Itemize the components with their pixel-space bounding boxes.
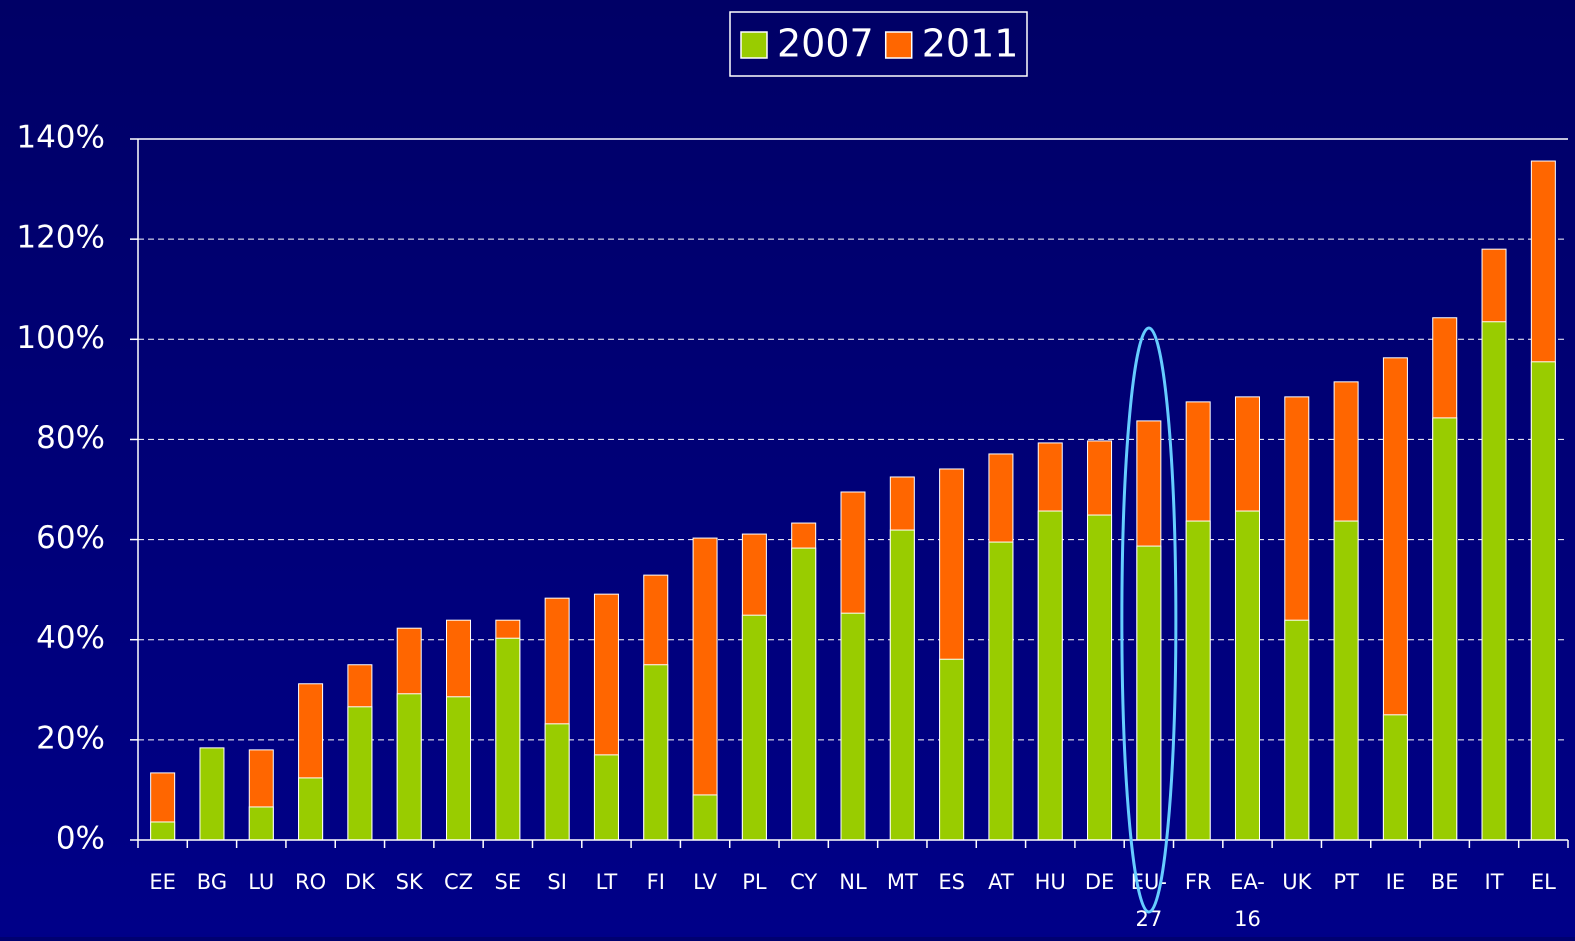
- y-tick-label: 100%: [16, 320, 105, 356]
- bar: [988, 541, 1014, 841]
- legend-label: 2011: [922, 22, 1019, 66]
- x-tick-label: HU: [1035, 870, 1066, 894]
- x-tick-label: PL: [742, 870, 767, 894]
- x-tick-label: LU: [248, 870, 274, 894]
- bar: [692, 794, 718, 841]
- y-tick-label: 40%: [36, 620, 105, 656]
- legend-swatch: [884, 31, 913, 59]
- bar: [1185, 520, 1211, 841]
- x-tick-label: LV: [693, 870, 717, 894]
- x-tick-label: FR: [1185, 870, 1212, 894]
- bar: [150, 821, 176, 841]
- x-tick-label: UK: [1282, 870, 1312, 894]
- y-tick-label: 80%: [36, 420, 105, 456]
- x-tick-label: DE: [1085, 870, 1114, 894]
- bar: [643, 664, 669, 841]
- x-tick-label: BG: [197, 870, 227, 894]
- x-tick-label: EA-16: [1230, 870, 1265, 931]
- bar: [396, 693, 422, 841]
- y-tick-label: 60%: [36, 520, 105, 556]
- bar: [248, 806, 274, 841]
- x-tick-label: EL: [1531, 870, 1556, 894]
- bar: [495, 637, 521, 841]
- legend-label: 2007: [777, 22, 874, 66]
- x-tick-label: NL: [839, 870, 867, 894]
- y-tick-label: 0%: [56, 821, 105, 857]
- bar: [1382, 714, 1408, 841]
- y-tick-label: 120%: [16, 220, 105, 256]
- x-tick-label: SE: [495, 870, 522, 894]
- highlight-ellipse: [1120, 326, 1178, 914]
- bar: [1284, 619, 1310, 841]
- x-tick-label: AT: [988, 870, 1014, 894]
- legend-swatch: [740, 31, 768, 59]
- legend-box: [729, 11, 1028, 77]
- x-tick-label: DK: [345, 870, 376, 894]
- x-tick-label: SI: [547, 870, 567, 894]
- x-tick-label: SK: [396, 870, 424, 894]
- x-tick-label: BE: [1431, 870, 1459, 894]
- y-tick-label: 20%: [36, 720, 105, 756]
- bar: [1234, 510, 1260, 841]
- bar: [1432, 417, 1458, 841]
- bar: [840, 612, 866, 841]
- bar: [1136, 545, 1162, 841]
- bar: [544, 723, 570, 841]
- bar: [446, 696, 472, 841]
- x-tick-label: RO: [295, 870, 326, 894]
- bar: [1333, 520, 1359, 841]
- bar: [347, 706, 373, 841]
- x-tick-label: PT: [1333, 870, 1359, 894]
- x-tick-label: CY: [790, 870, 817, 894]
- bar: [741, 614, 767, 841]
- bar: [692, 537, 718, 841]
- bar: [298, 777, 324, 841]
- bar: [1481, 321, 1507, 841]
- x-tick-label: CZ: [444, 870, 473, 894]
- bar: [1087, 514, 1113, 841]
- y-tick-label: 140%: [16, 120, 105, 156]
- bar: [791, 547, 817, 841]
- x-tick-label: FI: [647, 870, 665, 894]
- x-tick-label: EE: [149, 870, 176, 894]
- x-tick-label: MT: [887, 870, 918, 894]
- x-tick-label: IE: [1386, 870, 1405, 894]
- bar: [593, 754, 619, 841]
- bar: [889, 529, 915, 841]
- x-tick-label: LT: [596, 870, 618, 894]
- x-tick-label: IT: [1485, 870, 1504, 894]
- bar: [1530, 361, 1556, 841]
- x-tick-label: ES: [938, 870, 965, 894]
- legend: 2007 2011: [729, 11, 1028, 77]
- bar: [939, 658, 965, 841]
- bar: [1037, 510, 1063, 841]
- bar: [199, 747, 225, 841]
